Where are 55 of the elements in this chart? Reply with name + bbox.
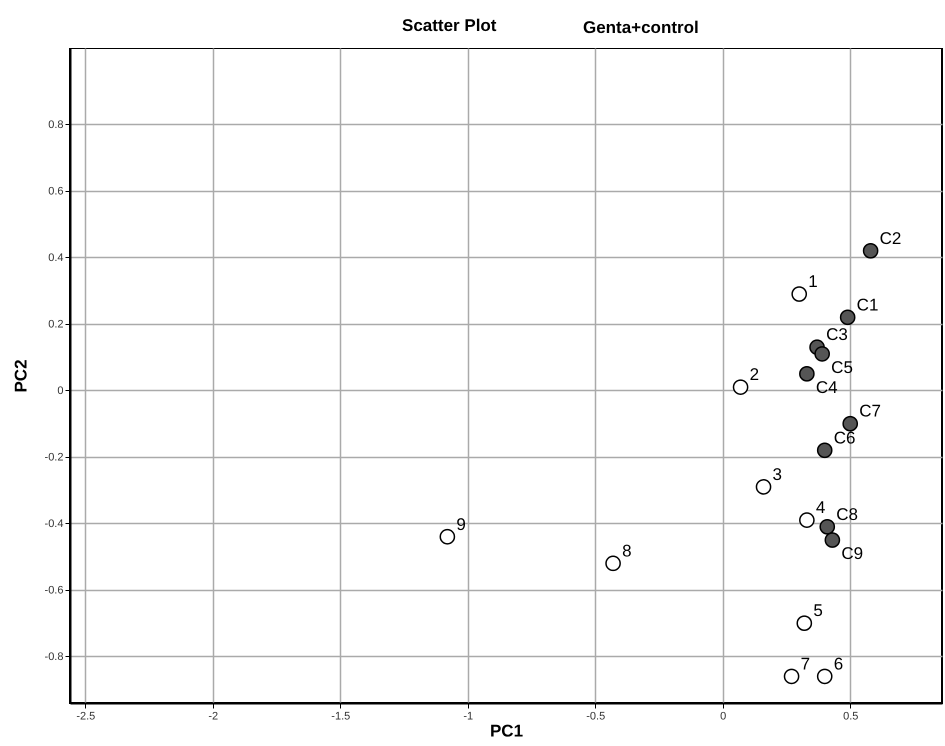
- point: [819, 518, 836, 535]
- y-tick-label: 0.4: [48, 252, 64, 264]
- point: [799, 366, 815, 382]
- x-tick-label: -2.5: [76, 710, 96, 722]
- point: [732, 379, 748, 395]
- chart-title: Scatter Plot: [402, 16, 496, 36]
- annotation: 4: [816, 498, 826, 518]
- point: [814, 346, 830, 362]
- annotation: 6: [834, 654, 844, 674]
- point: [791, 286, 808, 302]
- y-tick-label: 0.8: [48, 118, 64, 131]
- x-tick-label: -1.5: [331, 710, 350, 722]
- annotation: C9: [841, 544, 864, 564]
- annotation: C4: [816, 378, 838, 397]
- annotation: C3: [826, 325, 848, 344]
- point: [799, 512, 815, 528]
- x-tick-label: 0.5: [843, 710, 858, 722]
- annotation: C6: [834, 428, 856, 448]
- y-tick-label: 0.6: [48, 185, 64, 198]
- annotation: 5: [813, 601, 823, 620]
- point: [816, 442, 833, 458]
- x-tick-label: -2: [208, 710, 218, 722]
- x-tick-label: -1: [463, 710, 474, 722]
- annotation: 1: [808, 272, 818, 292]
- point: [862, 243, 878, 259]
- point: [824, 532, 840, 548]
- annotation: 2: [750, 365, 760, 384]
- annotation: 9: [456, 514, 466, 534]
- annotation: C7: [859, 402, 881, 421]
- point: [816, 668, 833, 684]
- y-tick-label: -0.4: [44, 518, 64, 530]
- x-axis-title: PC1: [490, 722, 524, 740]
- x-tick-label: 0: [720, 710, 726, 722]
- annotation: C8: [836, 504, 858, 524]
- x-tick-label: -0.5: [586, 710, 606, 722]
- y-tick-label: -0.8: [44, 650, 64, 663]
- annotation: 3: [772, 464, 782, 484]
- annotation: 8: [622, 541, 632, 560]
- annotation: C1: [856, 295, 878, 314]
- point: [842, 416, 858, 432]
- y-tick-label: 0: [57, 384, 64, 397]
- annotation: C5: [831, 358, 853, 377]
- point: [756, 479, 772, 495]
- point: [784, 668, 800, 684]
- y-axis-title: PC2: [12, 359, 31, 393]
- chart-subtitle: Genta+control: [583, 18, 699, 38]
- annotation: 7: [800, 654, 810, 674]
- point: [840, 310, 856, 326]
- point: [796, 615, 812, 632]
- point: [605, 556, 621, 572]
- y-tick-label: 0.2: [48, 318, 64, 330]
- y-tick-label: -0.6: [44, 584, 64, 596]
- annotation: C2: [880, 228, 902, 248]
- point: [440, 528, 456, 545]
- y-tick-label: -0.2: [44, 451, 64, 464]
